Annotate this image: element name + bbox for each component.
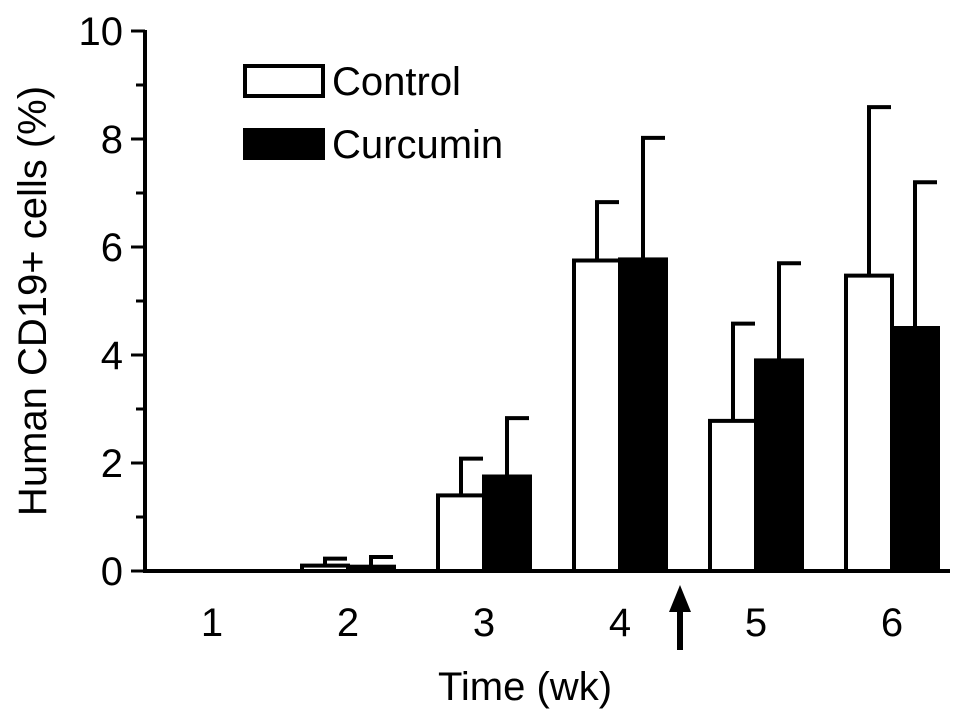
x-tick-label: 4 (609, 601, 631, 645)
bars-group (300, 105, 940, 573)
x-tick-label: 2 (337, 601, 359, 645)
bar-control (708, 418, 758, 573)
legend-swatch-control (243, 64, 325, 98)
y-tick-label: 6 (101, 226, 123, 270)
legend: Control Curcumin (243, 60, 503, 167)
y-axis-title: Human CD19+ cells (%) (11, 86, 55, 516)
x-tick-label: 1 (201, 601, 223, 645)
x-axis-title: Time (wk) (438, 665, 612, 709)
up-arrow-annotation (669, 585, 691, 650)
y-tick-label: 0 (101, 550, 123, 594)
bar-control (572, 258, 622, 573)
bar-control (436, 493, 486, 573)
legend-label-control: Control (332, 60, 461, 104)
legend-label-curcumin: Curcumin (332, 123, 503, 167)
y-tick-label: 4 (101, 334, 123, 378)
bar-curcumin (890, 326, 940, 573)
x-tick-label: 3 (473, 601, 495, 645)
bar-curcumin (618, 257, 668, 573)
legend-swatch-curcumin (243, 128, 325, 160)
x-tick-labels: 1 2 3 4 5 6 (201, 601, 903, 645)
bar-curcumin (482, 474, 532, 573)
x-tick-label: 6 (881, 601, 903, 645)
y-tick-label: 8 (101, 118, 123, 162)
y-axis-ticks: 0 2 4 6 8 10 (79, 10, 145, 594)
bar-curcumin (754, 358, 804, 573)
x-tick-label: 5 (745, 601, 767, 645)
y-tick-label: 2 (101, 442, 123, 486)
y-tick-label: 10 (79, 10, 124, 54)
bar-control (844, 273, 894, 573)
